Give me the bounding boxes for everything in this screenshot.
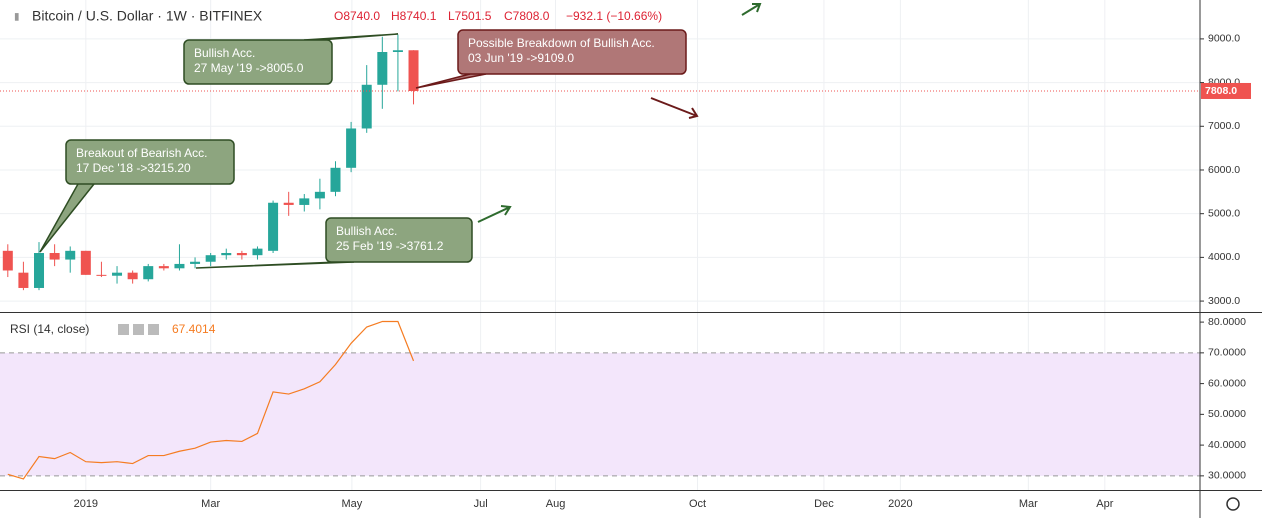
callout-text: Possible Breakdown of Bullish Acc. [468,36,655,50]
rsi-band [0,352,1200,476]
y-tick-label: 7000.0 [1208,120,1240,132]
y-tick-label: 60.0000 [1208,377,1246,389]
candle-body [283,202,294,205]
y-tick-label: 30.0000 [1208,470,1246,482]
candle-body [330,167,341,192]
callout-text: 03 Jun '19 ->9109.0 [468,51,574,65]
marks [0,34,1200,480]
callout-box [65,139,235,185]
callout-text: 27 May '19 ->8005.0 [194,61,304,75]
close-value: C7808.0 [504,9,550,23]
candle-body [34,253,45,288]
candle-body [205,255,216,262]
x-tick-label: Dec [814,498,834,510]
callout-text: Breakout of Bearish Acc. [76,146,207,160]
settings-icon[interactable] [148,324,159,335]
candle-body [2,250,13,271]
callout-pointer [303,33,399,41]
rsi-title: RSI (14, close) [10,322,89,336]
x-tick-label: 2020 [888,498,912,510]
callout-text: 17 Dec '18 ->3215.20 [76,161,191,175]
arrow [477,205,512,223]
candle-body [299,198,310,205]
candle-body [190,261,201,264]
rsi-legend: RSI (14, close) 67.4014 [10,322,216,336]
change-value: −932.1 (−10.66%) [566,9,662,23]
y-tick-label: 40.0000 [1208,439,1246,451]
grid [0,0,1200,490]
candle-body [143,266,154,280]
callout-text: Bullish Acc. [336,224,397,238]
x-tick-label: Apr [1096,498,1113,510]
header: ▮ Bitcoin / U.S. Dollar · 1W · BITFINEX … [14,8,662,24]
x-tick-label: Aug [546,498,566,510]
callout-box [183,39,333,85]
x-tick-label: May [341,498,362,510]
y-tick-label: 5000.0 [1208,207,1240,219]
candle-body [96,274,107,276]
callout-pointer [415,73,487,89]
candle-body [158,266,169,269]
drawn-arrows [477,3,762,223]
last-price-box [1201,82,1251,99]
y-tick-label: 70.0000 [1208,347,1246,359]
callout-pointer [39,183,95,253]
candle-body [252,248,263,256]
x-tick-label: Oct [689,498,706,510]
rsi-line [7,320,415,480]
callout-box [457,29,687,75]
candle-body [236,253,247,256]
candle-body [112,272,123,276]
candle-body [377,52,388,85]
candle-body [221,253,232,256]
candle-body [314,191,325,199]
rsi-last-value: 67.4014 [172,322,216,336]
candle-body [18,272,29,288]
y-tick-label: 80.0000 [1208,316,1246,328]
y-tick-label: 3000.0 [1208,295,1240,307]
candle-body [65,250,76,260]
symbol-title: Bitcoin / U.S. Dollar · 1W · BITFINEX [32,8,263,24]
last-price-label: 7808.0 [1205,85,1237,97]
candle-body [49,253,60,260]
high-value: H8740.1 [391,9,437,23]
candle-body [127,272,138,280]
candle-body [268,202,279,251]
candle-body [408,50,419,91]
candle-body [361,84,372,129]
arrow [741,3,762,16]
candle-body [346,128,357,168]
arrow [650,97,699,119]
callout-text: 25 Feb '19 ->3761.2 [336,239,444,253]
candle-body [174,263,185,269]
settings-button[interactable] [1226,497,1240,511]
x-tick-label: Jul [474,498,488,510]
collapse-icon[interactable]: ▮ [14,12,20,23]
low-value: L7501.5 [448,9,492,23]
x-tick-label: Mar [201,498,220,510]
callout-text: Bullish Acc. [194,46,255,60]
candle-body [392,50,403,52]
settings-icon[interactable] [133,324,144,335]
y-tick-label: 4000.0 [1208,251,1240,263]
open-value: O8740.0 [334,9,380,23]
y-tick-label: 6000.0 [1208,164,1240,176]
callout-pointer [195,261,355,269]
y-tick-label: 9000.0 [1208,33,1240,45]
x-tick-label: Mar [1019,498,1038,510]
x-tick-label: 2019 [74,498,98,510]
y-tick-label: 50.0000 [1208,408,1246,420]
callout-box [325,217,473,263]
candle-body [80,250,91,275]
settings-icon[interactable] [118,324,129,335]
